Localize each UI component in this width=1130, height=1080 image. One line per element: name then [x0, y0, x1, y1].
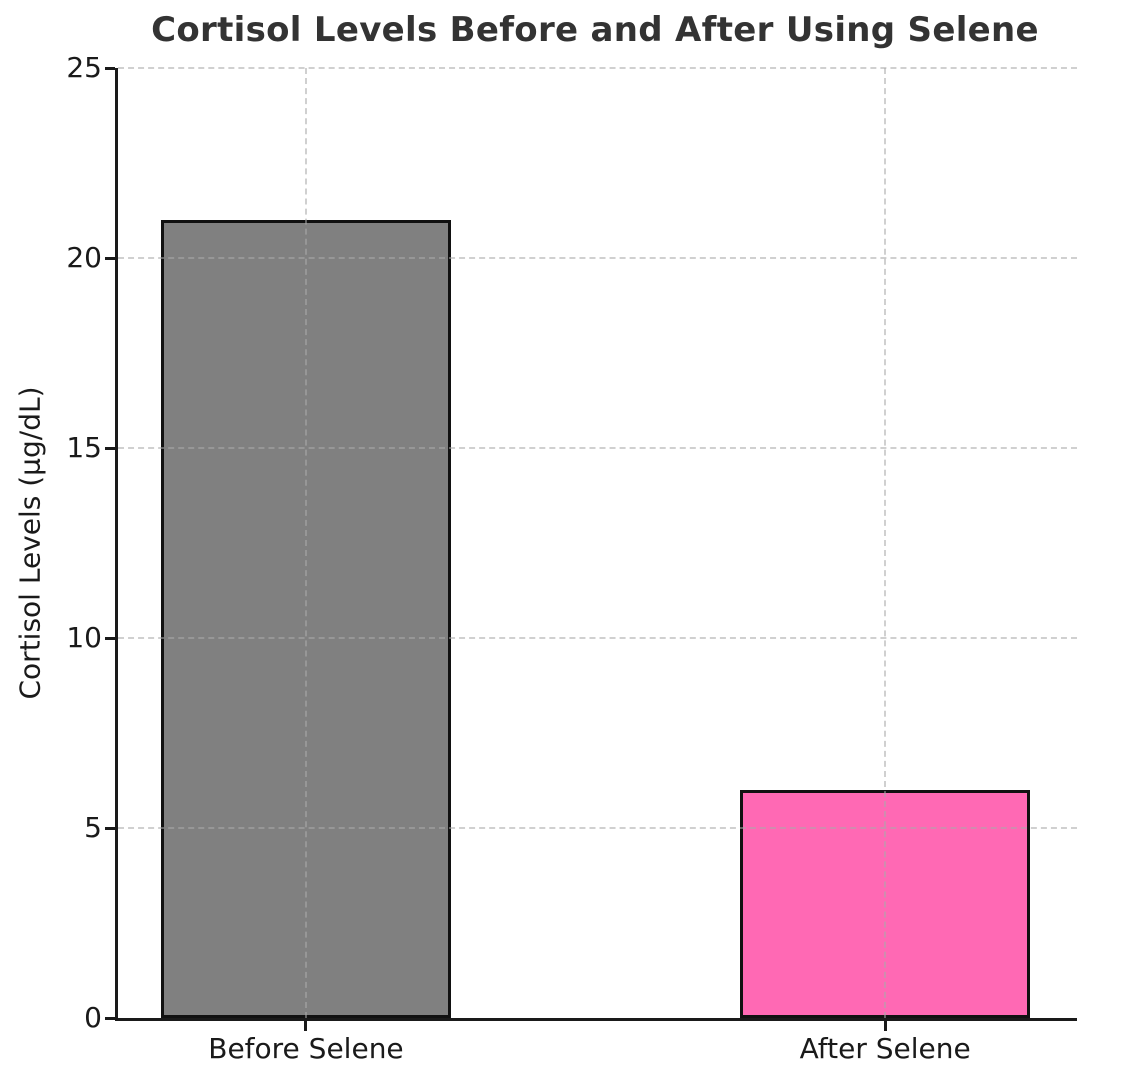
y-axis-tick [105, 446, 115, 450]
y-tick-label: 0 [84, 1001, 102, 1034]
y-tick-label: 5 [84, 811, 102, 844]
horizontal-gridline [118, 827, 1077, 829]
horizontal-gridline [118, 637, 1077, 639]
horizontal-gridline [118, 67, 1077, 69]
y-tick-label: 15 [66, 431, 102, 464]
x-tick-label-after-selene: After Selene [799, 1032, 971, 1065]
y-axis-tick [105, 636, 115, 640]
x-tick-label-before-selene: Before Selene [208, 1032, 404, 1065]
y-axis-tick [105, 66, 115, 70]
y-axis-tick [105, 826, 115, 830]
y-tick-label: 25 [66, 51, 102, 84]
horizontal-gridline [118, 447, 1077, 449]
vertical-gridline [884, 68, 887, 1018]
y-tick-label: 20 [66, 241, 102, 274]
x-axis-tick [883, 1021, 887, 1031]
y-axis-tick [105, 256, 115, 260]
horizontal-gridline [118, 257, 1077, 259]
y-axis-tick [105, 1016, 115, 1020]
x-axis-tick [304, 1021, 308, 1031]
y-tick-label: 10 [66, 621, 102, 654]
axis-spines [115, 68, 1077, 1021]
vertical-gridline [304, 68, 307, 1018]
chart-title: Cortisol Levels Before and After Using S… [151, 10, 1039, 50]
